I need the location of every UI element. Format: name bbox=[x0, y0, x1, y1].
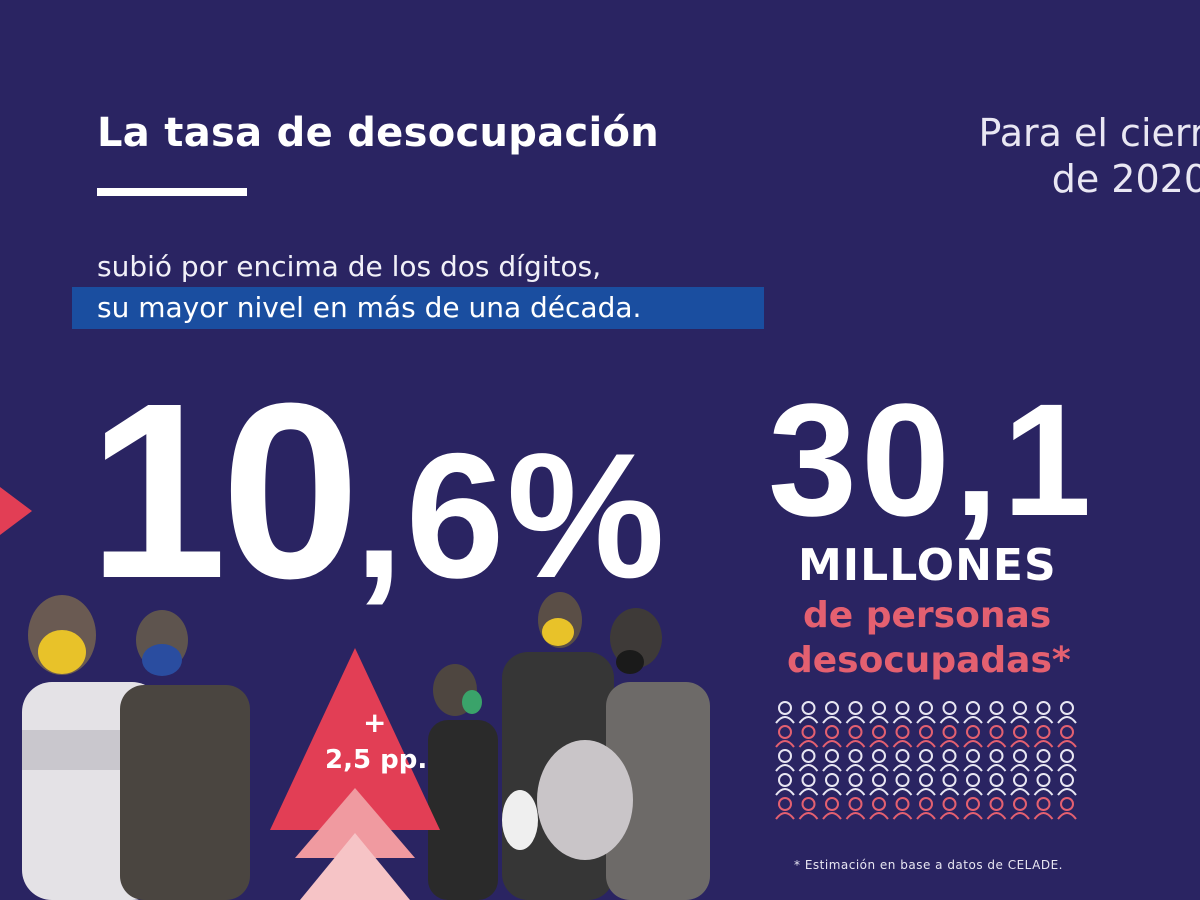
count-integer: 30 bbox=[768, 370, 954, 549]
period-line-2: de 2020 bbox=[1051, 157, 1200, 201]
infographic-title: La tasa de desocupación bbox=[97, 110, 660, 156]
person-outline-icon bbox=[916, 725, 936, 748]
unemployment-rate: 10,6% bbox=[88, 366, 667, 641]
person-outline-icon bbox=[1033, 797, 1054, 820]
change-value: 2,5 pp. bbox=[325, 745, 428, 775]
person-outline-icon bbox=[939, 749, 960, 772]
period-line-1: Para el cierre bbox=[978, 111, 1200, 155]
person-outline-icon bbox=[775, 797, 795, 820]
person-outline-icon bbox=[869, 773, 889, 796]
person-outline-icon bbox=[986, 773, 1007, 796]
person-outline-icon bbox=[845, 773, 866, 796]
person-outline-icon bbox=[1033, 773, 1054, 796]
person-outline-icon bbox=[1010, 797, 1030, 820]
person-outline-icon bbox=[916, 749, 936, 772]
count-unit: MILLONES bbox=[798, 540, 1057, 591]
increase-triangles bbox=[270, 648, 440, 900]
triangle-up-icon bbox=[295, 788, 415, 858]
person-outline-icon bbox=[1033, 725, 1054, 748]
person-outline-icon bbox=[1033, 701, 1054, 724]
title-underline bbox=[97, 188, 247, 196]
person-outline-icon bbox=[845, 725, 866, 748]
person-outline-icon bbox=[775, 749, 795, 772]
side-arrow-icon bbox=[0, 487, 32, 535]
person-outline-icon bbox=[1033, 749, 1054, 772]
count-label-2: desocupadas* bbox=[787, 640, 1071, 681]
person-outline-icon bbox=[1010, 773, 1030, 796]
person-outline-icon bbox=[939, 773, 960, 796]
person-outline-icon bbox=[939, 797, 960, 820]
person-outline-icon bbox=[775, 725, 795, 748]
person-outline-icon bbox=[869, 701, 889, 724]
person-outline-icon bbox=[845, 749, 866, 772]
person-outline-icon bbox=[845, 797, 866, 820]
person-outline-icon bbox=[798, 773, 819, 796]
person-outline-icon bbox=[892, 725, 913, 748]
person-outline-icon bbox=[963, 797, 983, 820]
person-outline-icon bbox=[1010, 725, 1030, 748]
person-outline-icon bbox=[798, 797, 819, 820]
person-outline-icon bbox=[845, 701, 866, 724]
person-outline-icon bbox=[798, 725, 819, 748]
subtitle-line-2: su mayor nivel en más de una década. bbox=[97, 291, 642, 324]
person-outline-icon bbox=[1057, 725, 1077, 748]
person-outline-icon bbox=[963, 749, 983, 772]
person-outline-icon bbox=[1057, 749, 1077, 772]
person-outline-icon bbox=[822, 749, 842, 772]
triangle-up-icon bbox=[270, 648, 440, 830]
person-outline-icon bbox=[1057, 701, 1077, 724]
person-outline-icon bbox=[986, 797, 1007, 820]
person-outline-icon bbox=[775, 701, 795, 724]
person-outline-icon bbox=[939, 725, 960, 748]
person-outline-icon bbox=[986, 749, 1007, 772]
people-grid bbox=[775, 701, 1077, 820]
rate-integer: 10 bbox=[88, 351, 360, 630]
count-decimal: ,1 bbox=[953, 370, 1096, 549]
count-label-1: de personas bbox=[803, 595, 1052, 636]
person-outline-icon bbox=[892, 773, 913, 796]
triangle-up-icon bbox=[300, 833, 410, 900]
person-outline-icon bbox=[798, 701, 819, 724]
subtitle-highlight-bar bbox=[72, 287, 764, 329]
person-outline-icon bbox=[986, 725, 1007, 748]
person-outline-icon bbox=[892, 701, 913, 724]
person-outline-icon bbox=[822, 797, 842, 820]
person-outline-icon bbox=[822, 773, 842, 796]
person-outline-icon bbox=[1010, 701, 1030, 724]
period-heading: Para el cierre de 2020 bbox=[940, 110, 1200, 202]
person-outline-icon bbox=[892, 797, 913, 820]
person-outline-icon bbox=[916, 701, 936, 724]
person-outline-icon bbox=[1010, 749, 1030, 772]
person-outline-icon bbox=[1057, 773, 1077, 796]
person-outline-icon bbox=[963, 773, 983, 796]
unemployed-count: 30,1 bbox=[768, 380, 1095, 540]
person-outline-icon bbox=[939, 701, 960, 724]
person-outline-icon bbox=[892, 749, 913, 772]
person-outline-icon bbox=[869, 725, 889, 748]
person-outline-icon bbox=[775, 773, 795, 796]
footnote: * Estimación en base a datos de CELADE. bbox=[794, 858, 1063, 872]
subtitle-line-1: subió por encima de los dos dígitos, bbox=[97, 250, 602, 283]
person-outline-icon bbox=[1057, 797, 1077, 820]
rate-decimal: ,6% bbox=[354, 416, 667, 615]
person-outline-icon bbox=[963, 725, 983, 748]
person-outline-icon bbox=[916, 773, 936, 796]
person-outline-icon bbox=[822, 725, 842, 748]
person-outline-icon bbox=[916, 797, 936, 820]
person-outline-icon bbox=[986, 701, 1007, 724]
person-outline-icon bbox=[963, 701, 983, 724]
people-photo bbox=[22, 592, 710, 900]
person-outline-icon bbox=[822, 701, 842, 724]
person-outline-icon bbox=[798, 749, 819, 772]
person-outline-icon bbox=[869, 749, 889, 772]
change-sign: + bbox=[363, 706, 387, 739]
person-outline-icon bbox=[869, 797, 889, 820]
